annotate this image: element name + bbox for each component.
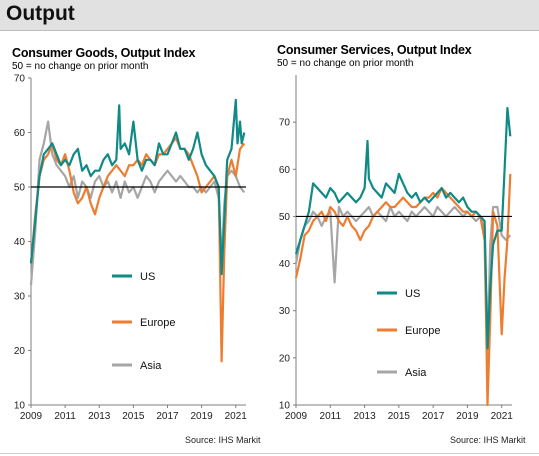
y-tick-label-services: 60 bbox=[279, 165, 291, 176]
series-line-asia-goods bbox=[29, 120, 246, 286]
chart-subtitle-goods: 50 = no change on prior month bbox=[12, 61, 149, 72]
source-note-services: Source: IHS Markit bbox=[450, 435, 526, 445]
x-tick-label-goods: 2009 bbox=[20, 411, 43, 422]
x-tick-label-services: 2017 bbox=[422, 411, 445, 422]
y-tick-label-goods: 30 bbox=[14, 292, 26, 303]
legend-label-us-services: US bbox=[405, 288, 420, 300]
x-tick-label-goods: 2017 bbox=[156, 411, 179, 422]
bottom-divider bbox=[0, 453, 539, 454]
x-tick-label-goods: 2013 bbox=[88, 411, 111, 422]
y-tick-label-services: 70 bbox=[279, 118, 291, 129]
x-tick-label-services: 2011 bbox=[320, 411, 342, 422]
legend-label-europe-goods: Europe bbox=[140, 317, 175, 329]
y-tick-label-goods: 60 bbox=[14, 128, 26, 139]
title-bar: Output bbox=[0, 0, 539, 30]
legend-label-asia-services: Asia bbox=[405, 367, 427, 379]
x-tick-label-services: 2009 bbox=[285, 411, 308, 422]
series-line-europe-goods bbox=[29, 136, 246, 363]
y-tick-label-services: 10 bbox=[279, 401, 291, 412]
legend-label-us-goods: US bbox=[140, 271, 155, 283]
chart-subtitle-services: 50 = no change on prior month bbox=[277, 58, 414, 69]
chart-title-goods: Consumer Goods, Output Index bbox=[12, 46, 196, 60]
page-title: Output bbox=[6, 2, 75, 25]
y-tick-label-services: 30 bbox=[279, 306, 291, 317]
series-line-us-services bbox=[294, 106, 512, 350]
y-tick-label-goods: 20 bbox=[14, 346, 26, 357]
y-tick-label-goods: 70 bbox=[14, 74, 26, 85]
x-tick-label-goods: 2011 bbox=[54, 411, 76, 422]
x-tick-label-goods: 2015 bbox=[122, 411, 145, 422]
series-line-europe-services bbox=[294, 173, 512, 407]
y-tick-label-services: 40 bbox=[279, 259, 291, 270]
x-tick-label-services: 2013 bbox=[353, 411, 376, 422]
x-tick-label-services: 2021 bbox=[491, 411, 514, 422]
x-tick-label-services: 2015 bbox=[388, 411, 411, 422]
y-tick-label-services: 20 bbox=[279, 353, 291, 364]
legend-label-asia-goods: Asia bbox=[140, 360, 162, 372]
source-note-goods: Source: IHS Markit bbox=[185, 435, 261, 445]
y-tick-label-services: 50 bbox=[279, 212, 291, 223]
series-line-asia-services bbox=[294, 205, 512, 359]
x-tick-label-goods: 2021 bbox=[225, 411, 248, 422]
chart-title-services: Consumer Services, Output Index bbox=[277, 43, 472, 57]
y-tick-label-goods: 40 bbox=[14, 237, 26, 248]
x-tick-label-services: 2019 bbox=[456, 411, 479, 422]
y-tick-label-goods: 10 bbox=[14, 401, 26, 412]
legend-label-europe-services: Europe bbox=[405, 325, 440, 337]
x-tick-label-goods: 2019 bbox=[191, 411, 214, 422]
y-tick-label-goods: 50 bbox=[14, 183, 26, 194]
title-divider bbox=[0, 30, 539, 31]
